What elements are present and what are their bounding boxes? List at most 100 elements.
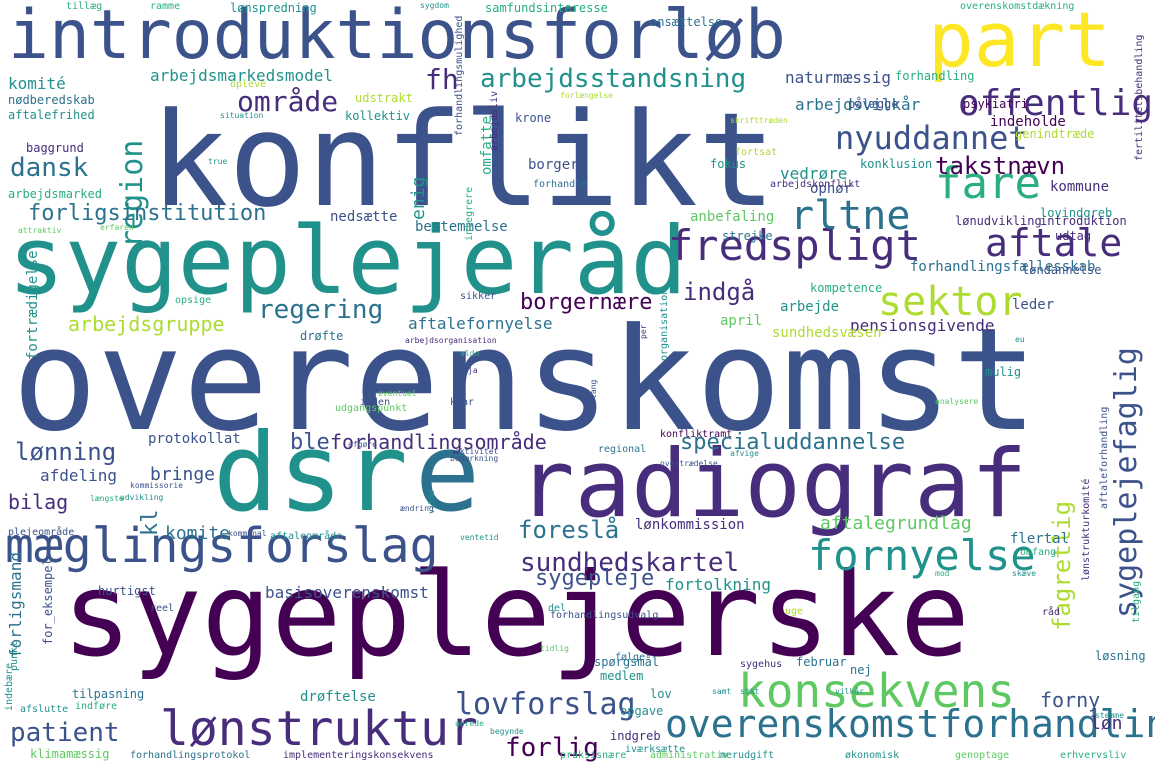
word-pal-gge: pålægge	[848, 97, 899, 111]
word-e: e	[415, 411, 481, 536]
word-vilkar: vilkår	[835, 687, 864, 696]
word-del: del	[548, 603, 567, 614]
word-l-nstruktur: lønstruktur	[160, 701, 478, 757]
word-klar: klar	[450, 397, 475, 408]
word-opgave: opgave	[620, 704, 664, 718]
word-attraktiv: attraktiv	[18, 226, 62, 235]
word-overenskomstforhandling: overenskomstforhandling	[665, 702, 1155, 746]
word-introduktion: introduktion	[1040, 214, 1127, 228]
word-arbejdsgruppe: arbejdsgruppe	[68, 312, 225, 336]
word-fortsat: fortsat	[735, 147, 778, 158]
word-arbejdsmarkedsmodel: arbejdsmarkedsmodel	[150, 66, 334, 85]
word-vilde: vilde	[427, 489, 436, 514]
word-udgangspunkt: udgangspunkt	[335, 403, 408, 414]
word-sundhedskartel: sundhedskartel	[520, 548, 740, 578]
word-mod: mod	[935, 569, 950, 578]
word-afg-re: afgøre	[348, 440, 377, 449]
word-anbefaling: anbefaling	[690, 209, 775, 225]
word-omfang: omfang	[1020, 547, 1057, 558]
word-samt: samt	[712, 687, 732, 696]
word-situation: situation	[220, 111, 264, 120]
word-sygeplejerad: sygeplejeråd	[8, 207, 688, 316]
word-lang: lang	[589, 379, 598, 399]
word-reel: reel	[150, 603, 175, 614]
word-arbejdsstandsning: arbejdsstandsning	[480, 64, 747, 94]
word-konfliktramt: konfliktramt	[660, 429, 733, 440]
word-organisation: organisation	[659, 288, 670, 361]
word-introduktionsforl-b: introduktionsforløb	[8, 0, 786, 75]
word-neds-tte: nedsætte	[330, 209, 398, 225]
word-konsekvens: konsekvens	[738, 664, 1015, 718]
word-offentlig: offentlig	[958, 83, 1154, 124]
word-arbejdsliv: arbejdsliv	[489, 90, 500, 151]
word-l-nudvikling: lønudvikling	[955, 214, 1042, 228]
word-naturm-ssig: naturmæssig	[785, 68, 891, 87]
word-arbejdsorganisation: arbejdsorganisation	[405, 336, 497, 345]
word-specialuddannelse: specialuddannelse	[680, 430, 906, 455]
word-dsr: dsr	[213, 411, 409, 536]
word-rltne: rltne	[790, 193, 911, 239]
word-sygdom: sygdom	[420, 1, 449, 10]
word-part: part	[928, 0, 1112, 84]
word-erfaren: erfaren	[100, 223, 134, 232]
word-kompetence: kompetence	[810, 281, 883, 295]
word-kl: kl	[138, 509, 163, 537]
word-l-ndannelse: løndannelse	[1022, 263, 1102, 277]
word-medlem: medlem	[600, 669, 644, 683]
word-true: true	[208, 157, 228, 166]
word-till-g: tillæg	[66, 1, 103, 12]
word-bilag: bilag	[8, 490, 69, 514]
word-mulig: mulig	[985, 365, 1022, 379]
word-m-glingsforslag: mæglingsforslag	[5, 518, 439, 574]
word-enig: enig	[408, 176, 429, 220]
word-krone: krone	[515, 111, 552, 125]
word-konomisk: økonomisk	[845, 750, 900, 761]
word-borgern-re: borgernære	[520, 290, 653, 315]
word-aftaleomrade: aftaleområde	[270, 531, 343, 542]
word-omrade: område	[237, 85, 339, 118]
word-kommune: kommune	[1050, 179, 1110, 195]
word-aftalefrihed: aftalefrihed	[8, 108, 95, 122]
word-fh: fh	[425, 63, 459, 96]
word-integrere: integrere	[464, 186, 475, 241]
word-sektor: sektor	[878, 279, 1023, 325]
word-ventetid: ventetid	[460, 533, 499, 542]
word-tidlig: tidlig	[540, 644, 569, 653]
word-n-dberedskab: nødberedskab	[8, 93, 95, 107]
word-april: april	[720, 313, 763, 329]
word-regional: regional	[598, 444, 647, 455]
word-sikker: sikker	[460, 291, 497, 302]
word-plejeomrade: plejeområde	[8, 527, 75, 538]
word-forhandlingsf-llesskab: forhandlingsfællesskab	[910, 259, 1096, 275]
word-ndring: ændring	[400, 504, 434, 513]
word-forl-ngelse: forlængelse	[560, 91, 613, 100]
word-borger: borger	[528, 157, 579, 173]
word-l-nstrukturkomite: lønstrukturkomité	[1081, 478, 1092, 581]
word-vedr-re: vedrøre	[780, 164, 848, 183]
word-per: per	[639, 324, 648, 339]
word-aldo: aldo	[460, 349, 480, 358]
word-stemme: stemme	[1095, 711, 1124, 720]
word-patient: patient	[10, 718, 120, 748]
word-analysere: analysere	[935, 397, 979, 406]
word-forhandlingsmulighed: forhandlingsmulighed	[454, 15, 465, 136]
word-fare: fare	[935, 158, 1041, 209]
word-udstrakt: udstrakt	[355, 91, 413, 105]
word-aktivitet: aktivitet	[455, 447, 499, 456]
word-oph-r: ophør	[810, 181, 853, 197]
word-fokus: fokus	[710, 157, 747, 171]
word-fornyelse: fornyelse	[808, 531, 1036, 580]
word-kollektiv: kollektiv	[345, 109, 411, 123]
word-dr-ftelse: drøftelse	[300, 689, 376, 705]
word-praksisn-re: praksisnære	[560, 750, 627, 761]
word-dansk: dansk	[10, 153, 89, 183]
word-leder: leder	[1012, 297, 1055, 313]
word-indga: indgå	[683, 278, 756, 306]
word-arbejdskonflikt: arbejdskonflikt	[770, 179, 861, 190]
word-regering: regering	[258, 295, 384, 325]
word-lovindgreb: lovindgreb	[1040, 206, 1113, 220]
word-forny: forny	[1040, 688, 1101, 712]
word-l-nning: lønning	[15, 438, 117, 466]
word-ramme: ramme	[150, 1, 181, 12]
